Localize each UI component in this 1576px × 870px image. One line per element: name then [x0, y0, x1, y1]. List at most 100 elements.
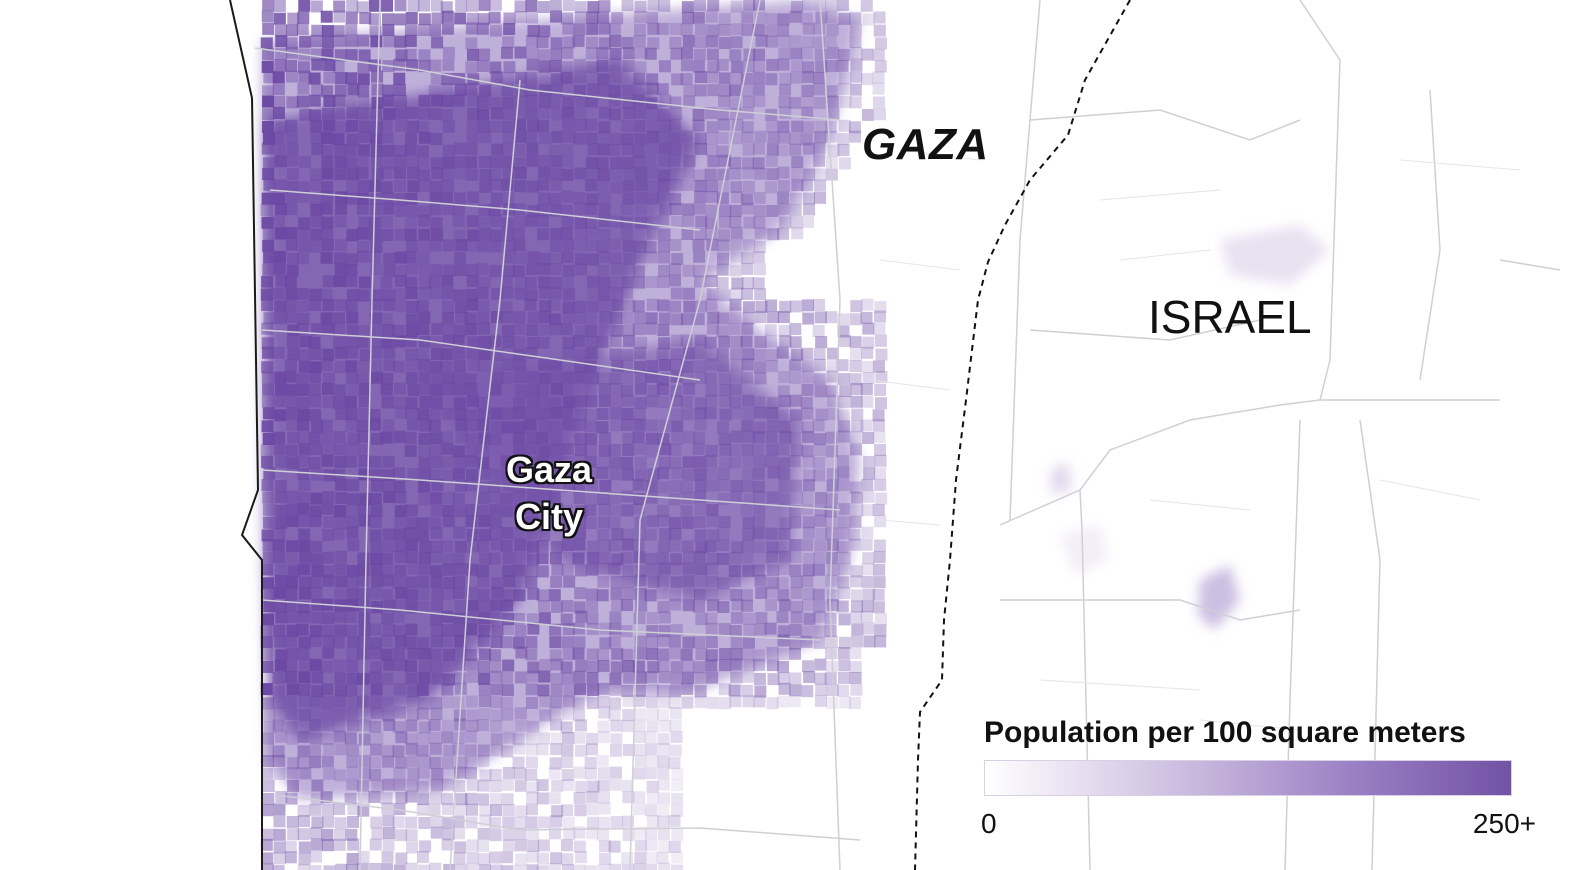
density-cell: [369, 203, 382, 216]
density-cell: [464, 312, 477, 325]
density-cell: [791, 421, 804, 434]
density-cell: [430, 707, 443, 720]
density-cell: [428, 732, 441, 745]
density-cell: [525, 636, 538, 649]
density-cell: [621, 564, 634, 577]
density-cell: [286, 457, 299, 470]
density-cell: [537, 228, 550, 241]
density-cell: [429, 286, 442, 299]
density-cell: [599, 622, 612, 635]
density-cell: [812, 419, 825, 432]
density-cell: [407, 205, 420, 218]
density-cell: [561, 144, 574, 157]
density-cell: [872, 503, 885, 516]
density-cell: [657, 659, 670, 672]
density-cell: [273, 803, 286, 816]
density-cell: [777, 443, 790, 456]
legend-min-label: 0: [981, 808, 997, 839]
density-cell: [536, 792, 549, 805]
density-cell: [392, 610, 405, 623]
density-cell: [501, 708, 514, 721]
density-cell: [285, 202, 298, 215]
density-cell: [548, 516, 561, 529]
road-network: [254, 0, 1561, 870]
density-cell: [285, 721, 298, 734]
density-cell: [347, 802, 360, 815]
density-cell: [861, 563, 874, 576]
density-cell: [287, 12, 300, 25]
density-cell: [261, 216, 274, 229]
density-cell: [478, 322, 491, 335]
density-cell: [597, 493, 610, 506]
density-cell: [502, 336, 515, 349]
density-cell: [345, 11, 358, 24]
density-cell: [623, 107, 636, 120]
density-cell: [719, 443, 732, 456]
density-cell: [694, 334, 707, 347]
density-cell: [298, 360, 311, 373]
density-cell: [309, 826, 322, 839]
density-cell: [789, 10, 802, 23]
density-cell: [525, 370, 538, 383]
density-cell: [647, 37, 660, 50]
density-cell: [525, 816, 538, 829]
density-cell: [514, 46, 527, 59]
region-label-gaza: GAZA: [862, 120, 989, 169]
density-cell: [310, 611, 323, 624]
density-cell: [610, 733, 623, 746]
density-cell: [476, 719, 489, 732]
density-cell: [465, 37, 478, 50]
density-cell: [272, 696, 285, 709]
density-cell: [563, 396, 576, 409]
density-cell: [285, 444, 298, 457]
density-cell: [574, 804, 587, 817]
density-cell: [502, 828, 515, 841]
density-cell: [452, 815, 465, 828]
density-cell: [404, 34, 417, 47]
density-cell: [419, 647, 432, 660]
density-cell: [501, 865, 514, 870]
density-cell: [477, 660, 490, 673]
density-cell: [297, 418, 310, 431]
density-cell: [442, 144, 455, 157]
density-cell: [261, 660, 274, 673]
density-cell: [538, 310, 551, 323]
density-cell: [416, 517, 429, 530]
density-cell: [405, 240, 418, 253]
density-cell: [308, 745, 321, 758]
density-cell: [741, 277, 754, 290]
density-cell: [814, 168, 827, 181]
density-cell: [273, 12, 286, 25]
density-cell: [669, 598, 682, 611]
density-cell: [873, 108, 886, 121]
density-cell: [801, 371, 814, 384]
density-cell: [598, 840, 611, 853]
density-cell: [417, 120, 430, 133]
density-cell: [622, 263, 635, 276]
density-cell: [669, 238, 682, 251]
density-cell: [406, 696, 419, 709]
density-cell: [778, 550, 791, 563]
density-cell: [705, 562, 718, 575]
density-cell: [669, 527, 682, 540]
density-cell: [730, 72, 743, 85]
density-cell: [443, 863, 456, 870]
density-cell: [647, 22, 660, 35]
density-cell: [383, 108, 396, 121]
density-cell: [551, 805, 564, 818]
density-cell: [694, 671, 707, 684]
density-cell: [741, 419, 754, 432]
density-cell: [286, 407, 299, 420]
density-cell: [719, 659, 732, 672]
density-cell: [731, 191, 744, 204]
density-cell: [335, 72, 348, 85]
density-cell: [405, 623, 418, 636]
density-cell: [479, 130, 492, 143]
density-cell: [273, 767, 286, 780]
density-cell: [431, 348, 444, 361]
density-cell: [405, 862, 418, 870]
density-cell: [609, 35, 622, 48]
density-cell: [874, 454, 887, 467]
density-cell: [321, 707, 334, 720]
density-cell: [467, 94, 480, 107]
